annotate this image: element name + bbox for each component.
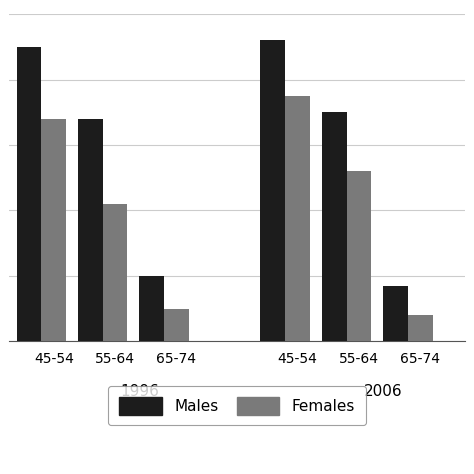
Bar <box>346 171 371 341</box>
Bar <box>383 286 408 341</box>
Bar <box>322 112 346 341</box>
Legend: Males, Females: Males, Females <box>109 386 365 425</box>
Bar <box>78 119 103 341</box>
Bar <box>408 315 433 341</box>
Bar <box>41 119 66 341</box>
Bar <box>285 96 310 341</box>
Bar <box>17 47 41 341</box>
Bar <box>164 309 189 341</box>
Text: 1996: 1996 <box>120 384 159 399</box>
Bar <box>103 204 128 341</box>
Text: 2006: 2006 <box>365 384 403 399</box>
Bar <box>139 276 164 341</box>
Bar <box>261 40 285 341</box>
